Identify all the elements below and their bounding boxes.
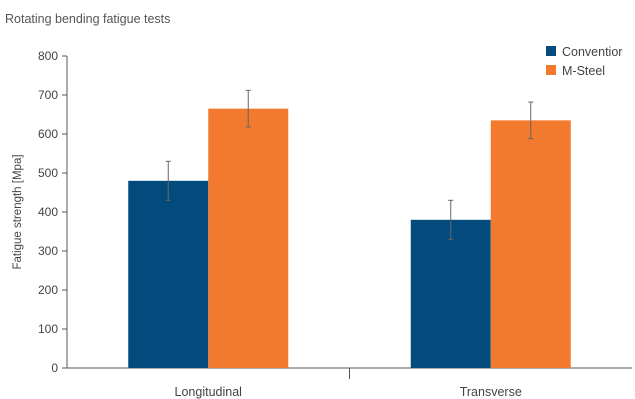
y-tick-label: 0: [51, 361, 58, 375]
x-tick-label: Transverse: [460, 385, 522, 399]
y-tick-label: 700: [38, 88, 58, 102]
y-tick-label: 300: [38, 244, 58, 258]
y-tick-label: 200: [38, 283, 58, 297]
bar-longitudinal-m-steel: [208, 108, 289, 369]
y-tick-label: 800: [38, 49, 58, 63]
y-axis-label: Fatigue strength [Mpa]: [12, 154, 24, 269]
y-tick-label: 400: [38, 205, 58, 219]
legend-label: Conventior: [562, 45, 622, 59]
bar-longitudinal-conventior: [128, 180, 209, 368]
y-tick-label: 600: [38, 127, 58, 141]
legend-swatch: [546, 46, 556, 56]
bar-transverse-conventior: [410, 219, 491, 368]
bar-transverse-m-steel: [490, 120, 571, 368]
y-tick-label: 500: [38, 166, 58, 180]
y-tick-label: 100: [38, 322, 58, 336]
chart-title: Rotating bending fatigue tests: [5, 12, 171, 26]
x-tick-label: Longitudinal: [175, 385, 242, 399]
legend-label: M-Steel: [562, 64, 605, 78]
legend-swatch: [546, 65, 556, 75]
